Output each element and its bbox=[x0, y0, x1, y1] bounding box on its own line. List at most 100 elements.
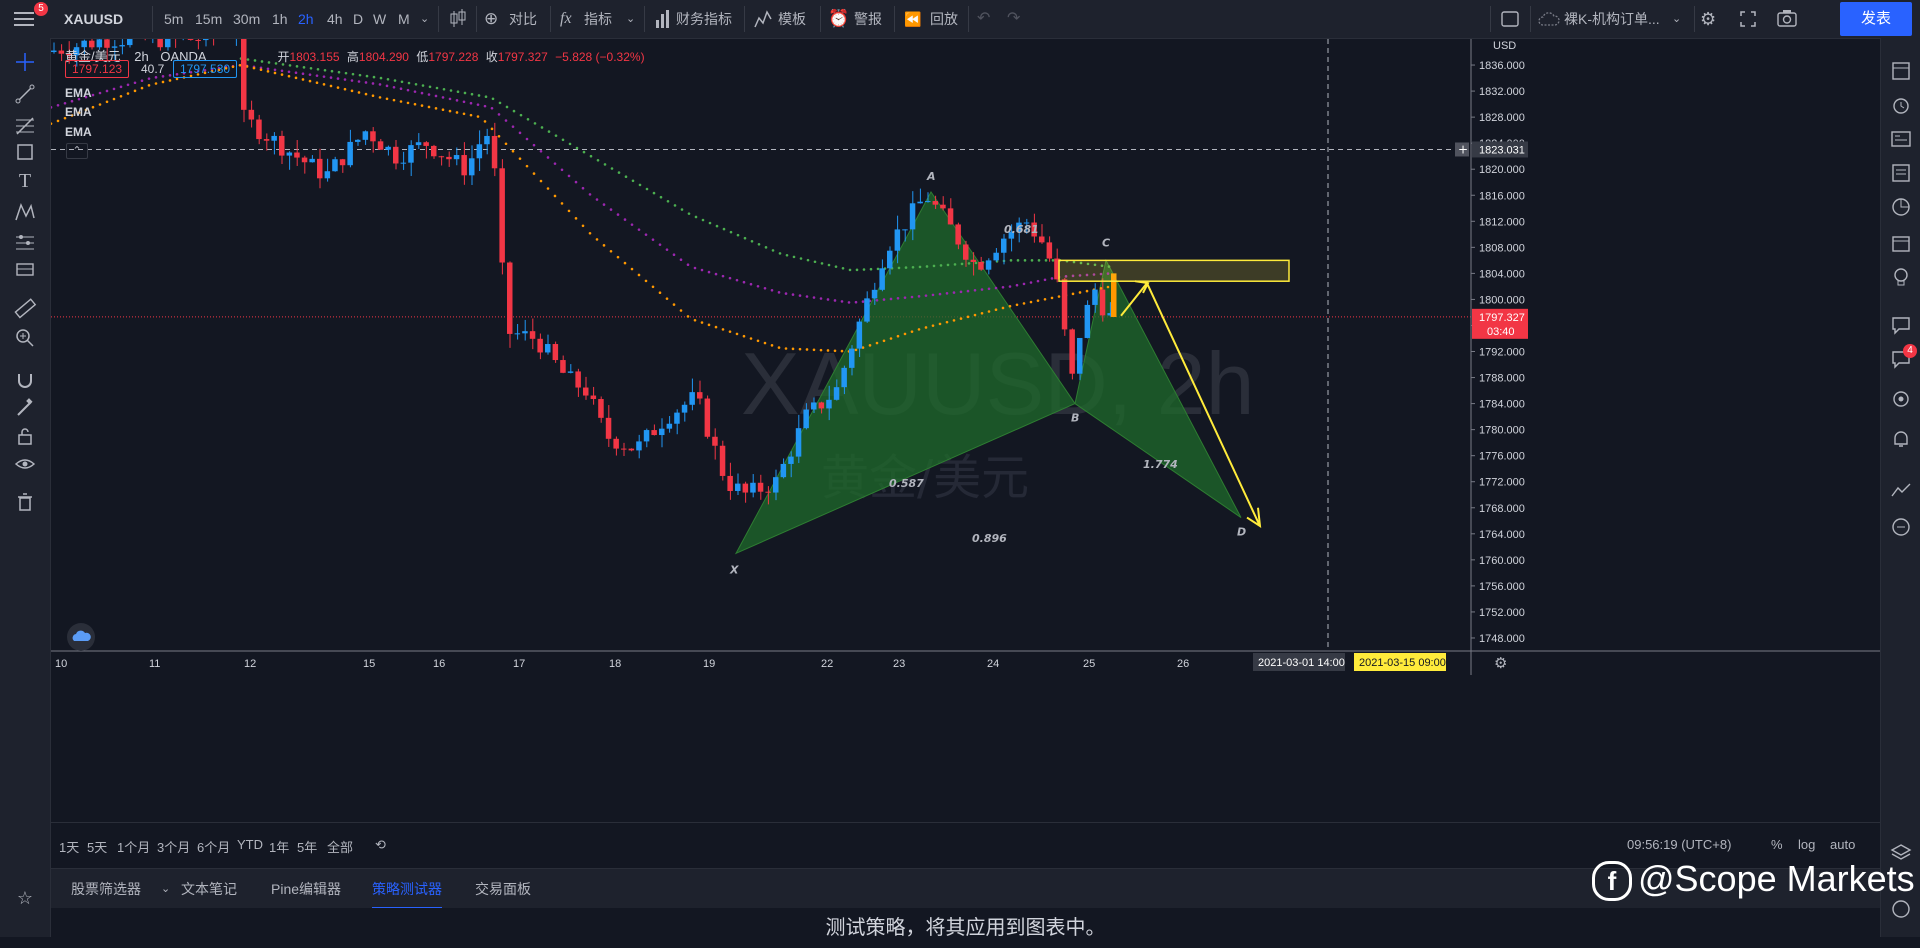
chart-area[interactable]: XAUUSD, 2h 黄金/美元 XABCD0.5870.8960.6811.7… bbox=[51, 39, 1880, 794]
alerts-clock-icon[interactable] bbox=[1890, 94, 1912, 116]
shapes-icon[interactable] bbox=[13, 140, 37, 164]
fullscreen-icon[interactable] bbox=[1738, 0, 1758, 38]
drawing-mode-icon[interactable] bbox=[13, 396, 37, 420]
templates-icon[interactable] bbox=[754, 0, 772, 38]
news-icon[interactable] bbox=[1890, 128, 1912, 150]
magnet-icon[interactable] bbox=[13, 368, 37, 392]
notifications-bell-icon[interactable] bbox=[1890, 428, 1912, 450]
tab-trading-panel[interactable]: 交易面板 bbox=[475, 881, 531, 897]
alarm-icon[interactable]: ⏰ bbox=[828, 9, 850, 28]
text-tool-icon[interactable]: T bbox=[18, 170, 32, 192]
interval-15m[interactable]: 15m bbox=[195, 11, 223, 27]
financials-icon[interactable] bbox=[654, 0, 672, 38]
chevron-down-icon[interactable]: ⌄ bbox=[420, 13, 430, 25]
calendar-icon[interactable] bbox=[1890, 232, 1912, 254]
collapse-legend-icon[interactable]: ⌃ bbox=[66, 143, 88, 159]
eye-icon[interactable] bbox=[13, 452, 37, 476]
indicator-ema-3[interactable]: EMA bbox=[65, 125, 92, 139]
price-tick-label: 1832.000 bbox=[1479, 86, 1525, 98]
tab-stock-screener[interactable]: 股票筛选器 bbox=[71, 881, 141, 897]
menu-icon[interactable] bbox=[14, 12, 34, 26]
indicators-button[interactable]: 指标 bbox=[584, 11, 612, 27]
tradingview-logo-icon[interactable] bbox=[67, 623, 95, 651]
divider bbox=[438, 6, 439, 32]
chevron-down-icon[interactable]: ⌄ bbox=[626, 13, 636, 25]
indicators-icon[interactable]: fx bbox=[560, 10, 572, 27]
publish-button[interactable]: 发表 bbox=[1840, 2, 1912, 36]
range-6m[interactable]: 6个月 bbox=[197, 840, 231, 855]
crosshair-icon[interactable] bbox=[13, 50, 37, 74]
templates-button[interactable]: 模板 bbox=[778, 11, 806, 27]
range-5d[interactable]: 5天 bbox=[87, 840, 108, 855]
hotlist-icon[interactable] bbox=[1890, 196, 1912, 218]
log-toggle[interactable]: log bbox=[1798, 837, 1816, 852]
indicator-ema-2[interactable]: EMA bbox=[65, 105, 92, 119]
go-to-date-icon[interactable]: ⟲ bbox=[375, 837, 386, 852]
tab-text-notes[interactable]: 文本笔记 bbox=[181, 881, 237, 897]
candle-type-icon[interactable] bbox=[448, 0, 468, 38]
trend-line-icon[interactable] bbox=[13, 82, 37, 106]
layout-name[interactable]: 裸K-机构订单... bbox=[1564, 11, 1660, 27]
zoom-icon[interactable] bbox=[13, 326, 37, 350]
replay-icon[interactable]: ⏪ bbox=[904, 11, 922, 27]
range-all[interactable]: 全部 bbox=[327, 840, 354, 855]
chevron-down-icon[interactable]: ⌄ bbox=[161, 883, 171, 895]
chevron-down-icon[interactable]: ⌄ bbox=[1672, 13, 1682, 25]
undo-icon[interactable]: ↶ bbox=[977, 10, 991, 27]
range-3m[interactable]: 3个月 bbox=[157, 840, 191, 855]
ema-dot bbox=[267, 61, 271, 64]
star-icon[interactable]: ☆ bbox=[16, 888, 34, 908]
depth-icon[interactable] bbox=[1890, 480, 1912, 502]
gear-icon[interactable]: ⚙ bbox=[1700, 9, 1717, 29]
ruler-icon[interactable] bbox=[13, 296, 37, 320]
range-ytd[interactable]: YTD bbox=[237, 837, 263, 852]
cloud-icon[interactable] bbox=[1538, 0, 1560, 38]
pattern-icon[interactable] bbox=[13, 200, 37, 224]
range-1y[interactable]: 1年 bbox=[269, 840, 290, 855]
trash-icon[interactable] bbox=[13, 490, 37, 514]
data-window-icon[interactable] bbox=[1890, 162, 1912, 184]
flag-icon[interactable] bbox=[13, 258, 37, 282]
order-panel-icon[interactable] bbox=[1890, 516, 1912, 538]
interval-w[interactable]: W bbox=[373, 11, 387, 27]
fib-icon[interactable] bbox=[13, 114, 37, 138]
watchlist-icon[interactable] bbox=[1890, 60, 1912, 82]
ask-price-box[interactable]: 1797.530 bbox=[173, 60, 238, 78]
prediction-icon[interactable] bbox=[13, 230, 37, 254]
financials-button[interactable]: 财务指标 bbox=[676, 11, 732, 27]
interval-5m[interactable]: 5m bbox=[164, 11, 184, 27]
percent-toggle[interactable]: % bbox=[1771, 837, 1783, 852]
interval-m[interactable]: M bbox=[398, 11, 410, 27]
alert-button[interactable]: 警报 bbox=[854, 11, 882, 27]
camera-icon[interactable] bbox=[1776, 0, 1798, 38]
interval-1h[interactable]: 1h bbox=[272, 11, 288, 27]
layout-toggle-icon[interactable] bbox=[1500, 0, 1520, 38]
layers-icon[interactable] bbox=[1890, 842, 1912, 864]
streams-icon[interactable] bbox=[1890, 388, 1912, 410]
interval-2h[interactable]: 2h bbox=[298, 11, 314, 27]
range-5y[interactable]: 5年 bbox=[297, 840, 318, 855]
tab-strategy-tester[interactable]: 策略测试器 bbox=[372, 869, 442, 909]
tab-pine-editor[interactable]: Pine编辑器 bbox=[271, 881, 342, 897]
price-chart[interactable]: XAUUSD, 2h 黄金/美元 XABCD0.5870.8960.6811.7… bbox=[51, 39, 1880, 822]
clock[interactable]: 09:56:19 (UTC+8) bbox=[1627, 837, 1732, 852]
replay-button[interactable]: 回放 bbox=[930, 11, 958, 27]
range-1m[interactable]: 1个月 bbox=[117, 840, 151, 855]
interval-30m[interactable]: 30m bbox=[233, 11, 261, 27]
bid-price-box[interactable]: 1797.123 bbox=[65, 60, 130, 78]
redo-icon[interactable]: ↷ bbox=[1007, 10, 1021, 27]
ideas-bulb-icon[interactable] bbox=[1890, 266, 1912, 288]
indicator-ema-1[interactable]: EMA bbox=[65, 86, 92, 100]
price-tick-label: 1788.000 bbox=[1479, 373, 1525, 385]
compare-icon[interactable]: ⊕ bbox=[484, 9, 499, 28]
symbol-search[interactable]: XAUUSD bbox=[64, 11, 124, 27]
auto-toggle[interactable]: auto bbox=[1830, 837, 1856, 852]
interval-4h[interactable]: 4h bbox=[327, 11, 343, 27]
candle bbox=[697, 380, 703, 405]
lock-icon[interactable] bbox=[13, 424, 37, 448]
help-icon[interactable] bbox=[1890, 898, 1912, 920]
interval-d[interactable]: D bbox=[353, 11, 364, 27]
range-1d[interactable]: 1天 bbox=[59, 840, 80, 855]
compare-button[interactable]: 对比 bbox=[509, 11, 537, 27]
chat-icon[interactable] bbox=[1890, 314, 1912, 336]
